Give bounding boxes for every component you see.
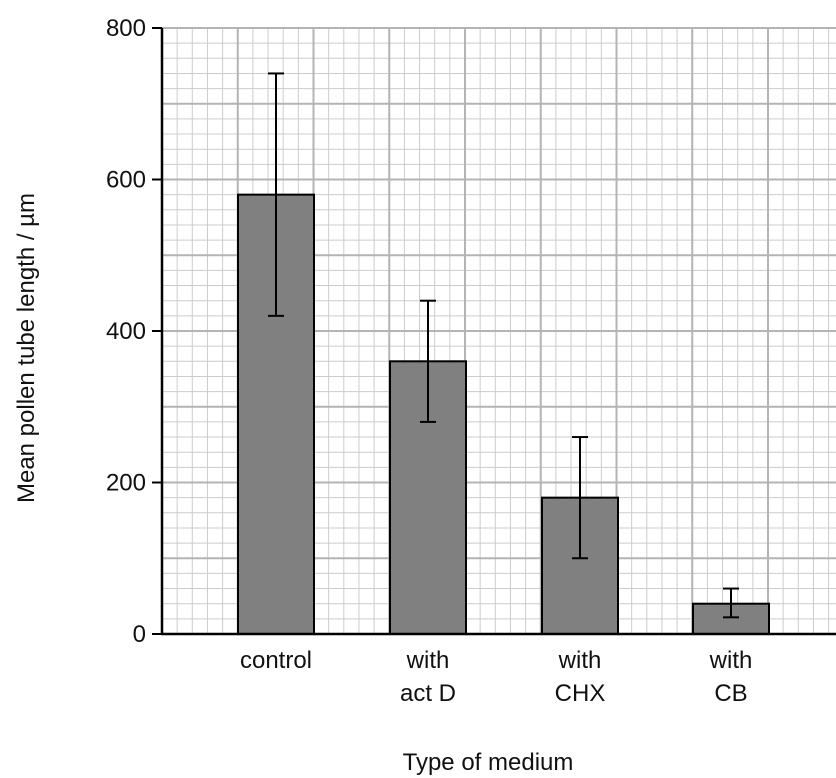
x-category-label: with — [406, 647, 450, 674]
axes — [152, 27, 836, 636]
x-category-label: CB — [714, 680, 747, 707]
y-tick-label: 600 — [106, 167, 146, 194]
x-category-label: with — [709, 647, 753, 674]
x-category-label: control — [240, 647, 312, 674]
y-tick-labels: 0 200 400 600 800 — [106, 15, 146, 648]
y-tick-label: 0 — [133, 621, 146, 648]
x-category-label: CHX — [555, 680, 606, 707]
x-axis-title: Type of medium — [403, 749, 574, 776]
y-tick-label: 800 — [106, 15, 146, 42]
y-axis-title: Mean pollen tube length / µm — [13, 193, 40, 503]
y-tick-label: 200 — [106, 470, 146, 497]
x-category-label: act D — [400, 680, 456, 707]
x-category-labels: control with act D with CHX with CB — [240, 647, 752, 707]
y-tick-label: 400 — [106, 318, 146, 345]
bars — [237, 193, 770, 636]
error-bars — [268, 72, 739, 619]
x-category-label: with — [558, 647, 602, 674]
